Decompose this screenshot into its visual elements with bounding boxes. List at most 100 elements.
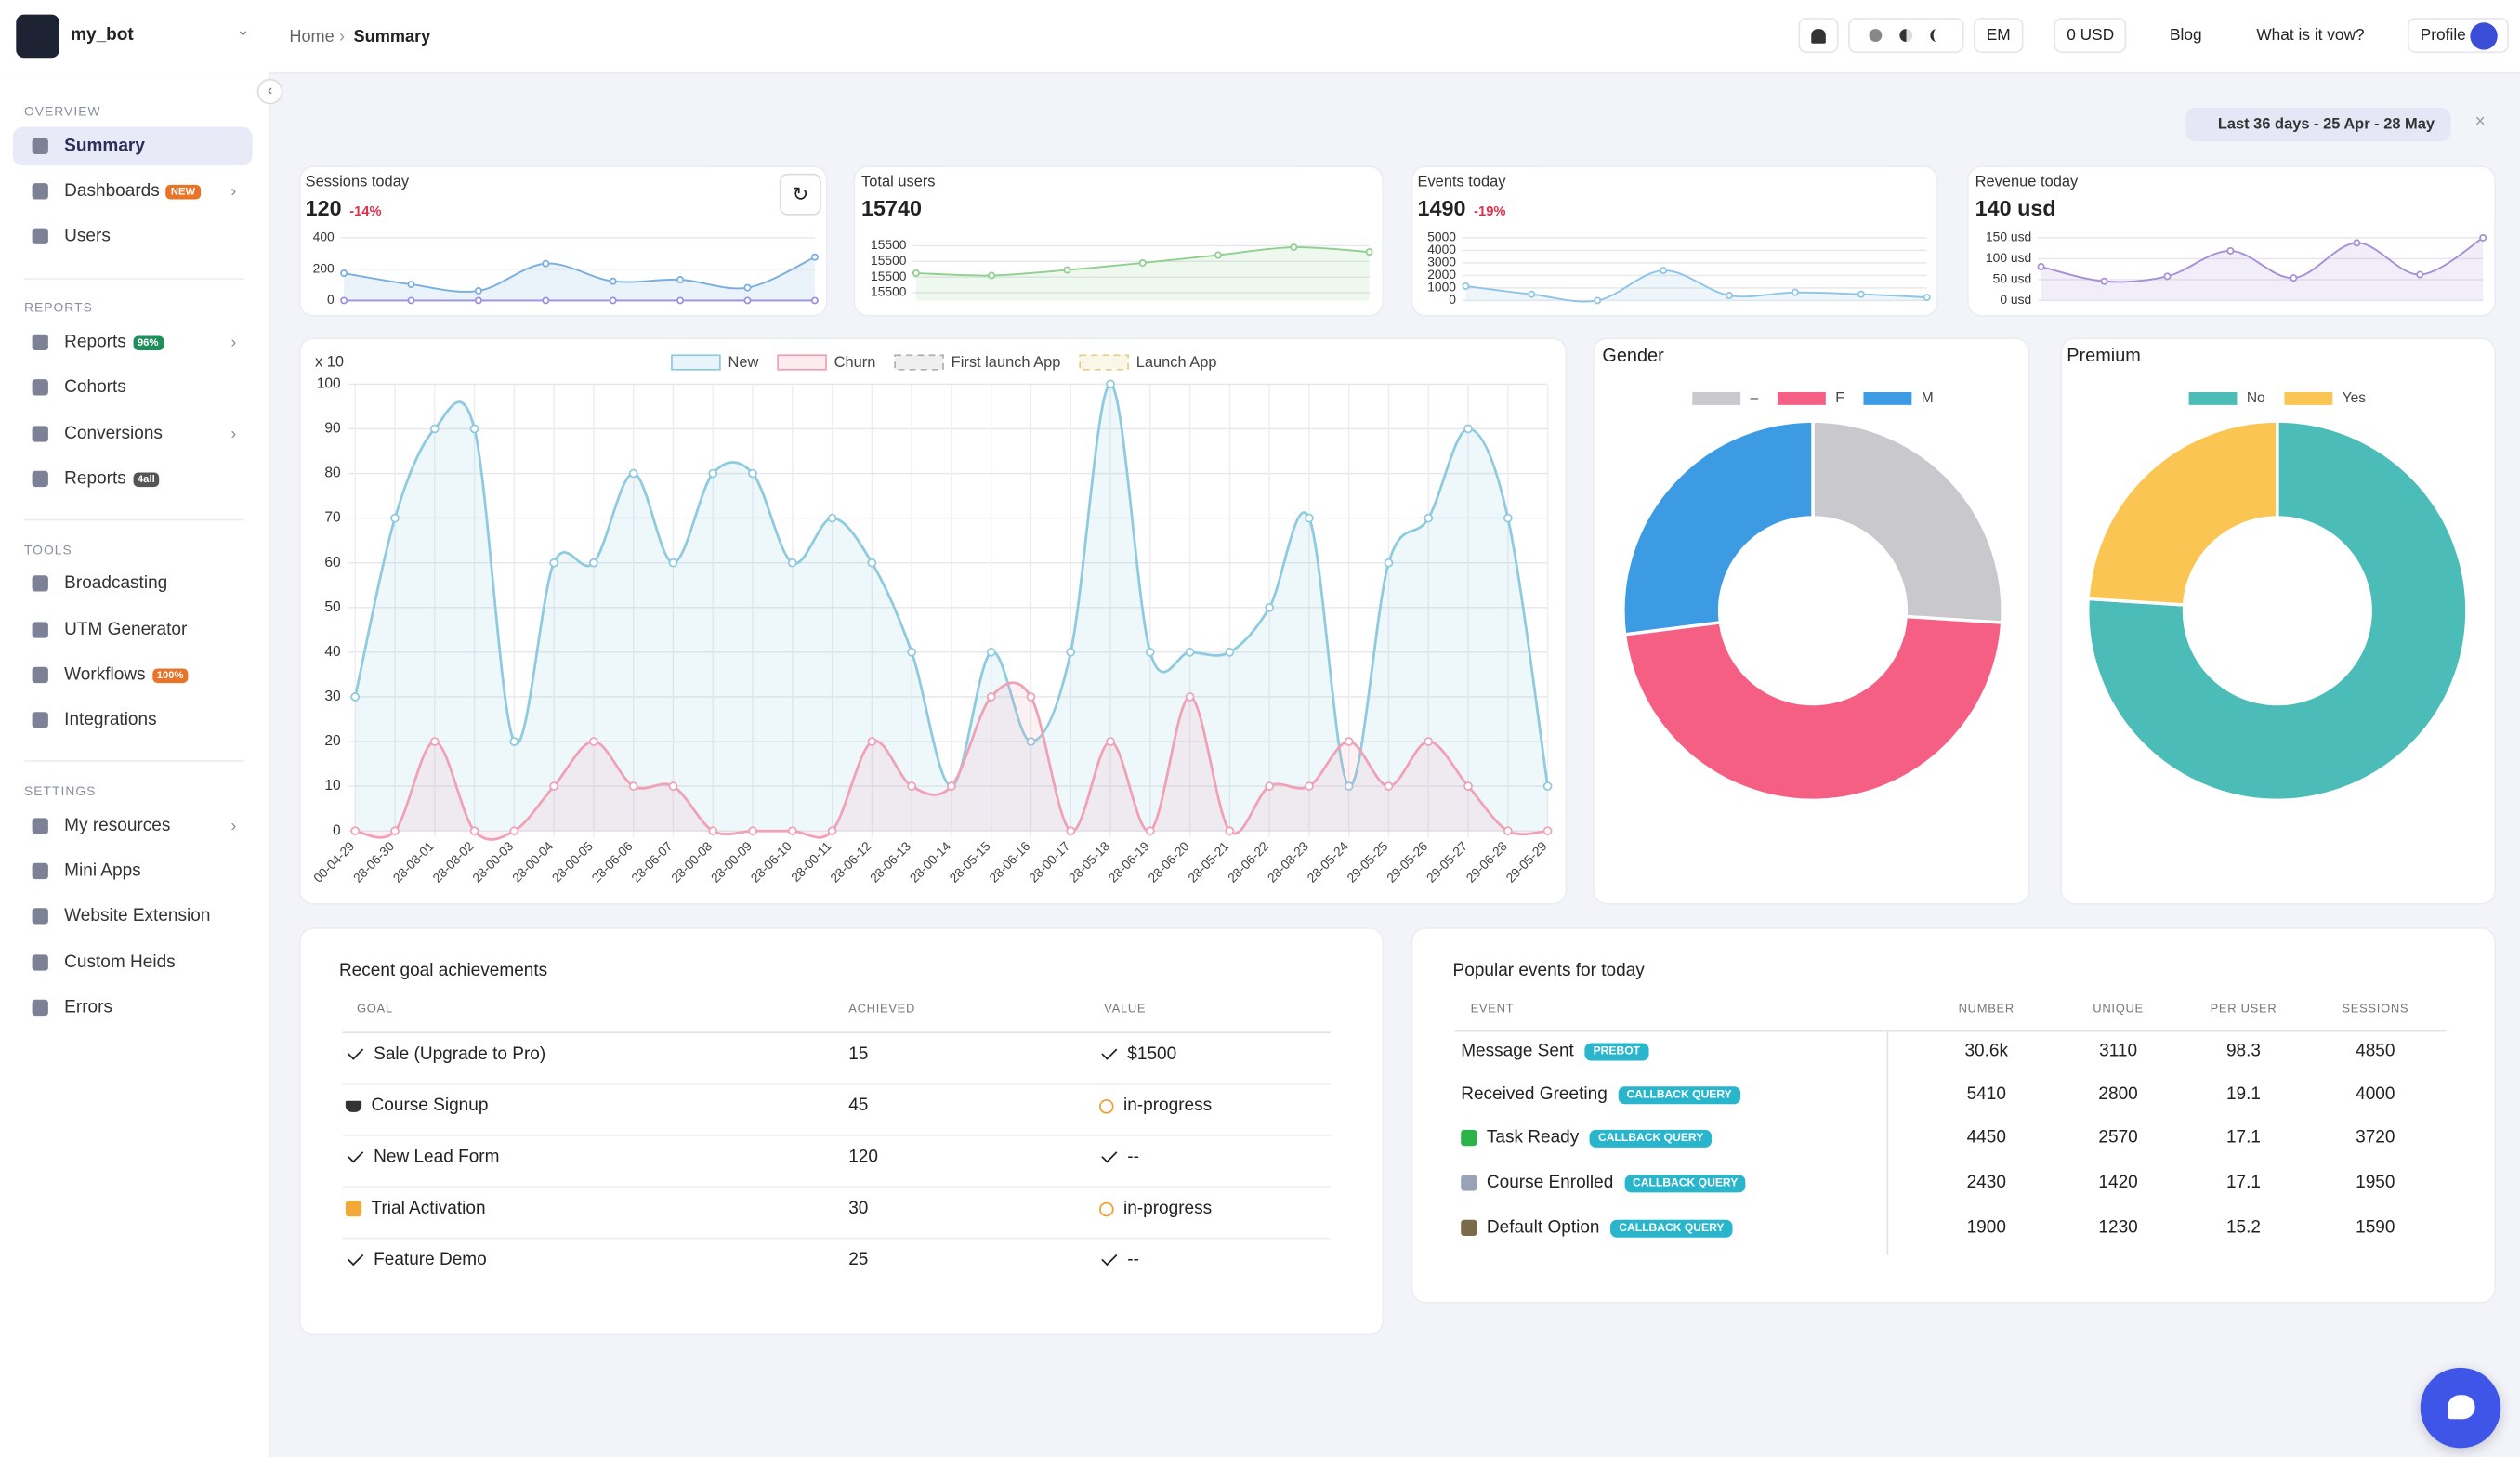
cell: Course Enrolled CALLBACK QUERY: [1461, 1174, 1746, 1192]
point: [1791, 288, 1799, 296]
area: [355, 682, 1548, 840]
breadcrumb-home[interactable]: Home: [289, 27, 335, 47]
point: [1726, 292, 1734, 300]
y-tick-label: 4000: [1427, 242, 1456, 256]
nav-item[interactable]: Reports 96% ›: [13, 323, 253, 362]
x-tick-label: 29-05-29: [1503, 838, 1550, 886]
nav-item[interactable]: Conversions ›: [13, 414, 253, 453]
badge: 4all: [132, 471, 160, 487]
point: [1214, 251, 1223, 259]
point: [748, 468, 757, 479]
collapse-button[interactable]: ‹: [256, 78, 283, 105]
x-tick-label: 00-04-29: [310, 838, 358, 886]
whats-new-link[interactable]: What is it vow?: [2243, 18, 2378, 54]
nav-item[interactable]: Users: [13, 217, 253, 256]
nav-item[interactable]: Summary: [12, 126, 253, 166]
point: [986, 648, 996, 657]
legend-label: F: [1835, 390, 1844, 406]
cell: 30: [848, 1199, 869, 1219]
breadcrumb-separator: ›: [338, 27, 345, 47]
line: [1465, 269, 1927, 303]
point: [907, 781, 916, 791]
cell: 1590: [2356, 1218, 2395, 1238]
cell: Default Option CALLBACK QUERY: [1461, 1218, 1733, 1238]
point: [628, 468, 638, 479]
nav-item[interactable]: Mini Apps: [13, 852, 253, 891]
nav-label: Workflows: [64, 665, 146, 685]
badge: NEW: [165, 184, 201, 199]
nav-item[interactable]: My resources ›: [13, 807, 253, 846]
kpi-value: 1490 -19%: [1418, 196, 1506, 220]
point: [509, 826, 519, 836]
cell: 1950: [2356, 1173, 2395, 1193]
point: [668, 558, 678, 568]
point: [1026, 737, 1036, 746]
cell: 1230: [2098, 1218, 2138, 1238]
refresh-button[interactable]: ↻: [779, 173, 821, 216]
nav-item[interactable]: Cohorts: [13, 368, 253, 407]
logo[interactable]: [16, 14, 59, 59]
point: [787, 558, 797, 568]
point: [867, 737, 877, 746]
chat-button[interactable]: [2420, 1367, 2501, 1449]
point: [1185, 692, 1195, 702]
nav-item[interactable]: Website Extension: [13, 897, 253, 936]
cell: Feature Demo: [346, 1250, 487, 1269]
cell: 2430: [1966, 1173, 2006, 1193]
cell: 3720: [2356, 1128, 2395, 1148]
y-tick-label: 100 usd: [1986, 250, 2031, 265]
cell: 45: [848, 1096, 869, 1116]
column-header: NUMBER: [1958, 1001, 2015, 1017]
kpi-number: 120: [305, 196, 342, 220]
cell: 2800: [2098, 1084, 2138, 1105]
nav-item[interactable]: Errors: [13, 989, 253, 1028]
point: [708, 468, 718, 479]
x-tick-label: 28-05-15: [946, 838, 993, 886]
point: [1594, 296, 1602, 305]
y-tick-label: 15500: [871, 269, 907, 283]
cell: Received Greeting CALLBACK QUERY: [1461, 1084, 1740, 1104]
notifications-button[interactable]: [1798, 18, 1839, 54]
area: [355, 384, 1548, 832]
nav-item[interactable]: Integrations: [13, 701, 253, 740]
y-tick-label: 0: [1449, 292, 1456, 307]
cell: --: [1099, 1250, 1139, 1269]
cell: 4850: [2356, 1041, 2395, 1061]
nav-item[interactable]: Broadcasting: [13, 564, 253, 603]
slice: [2086, 419, 2279, 607]
nav-item[interactable]: Dashboards NEW ›: [13, 172, 253, 211]
point: [1463, 781, 1473, 791]
y-tick-label: 90: [324, 421, 341, 437]
cell: --: [1099, 1147, 1139, 1167]
avatar[interactable]: [2470, 22, 2498, 50]
legend-swatch: [2188, 392, 2238, 405]
cell: 3110: [2099, 1041, 2138, 1061]
nav-item[interactable]: UTM Generator: [13, 610, 253, 650]
theme-switch[interactable]: [1848, 18, 1964, 54]
clear-date[interactable]: ×: [2474, 112, 2486, 132]
bot-name[interactable]: my_bot: [71, 25, 134, 46]
point: [1145, 826, 1155, 836]
legend-label: Churn: [834, 354, 876, 371]
legend-swatch: [1079, 354, 1129, 371]
point: [1528, 290, 1536, 298]
events-card: [1412, 928, 2495, 1302]
column-header: EVENT: [1470, 1001, 1515, 1017]
x-tick-label: 28-05-24: [1304, 838, 1351, 886]
nav-item[interactable]: Workflows 100%: [13, 656, 253, 695]
point: [549, 558, 558, 568]
cell: 120: [848, 1147, 878, 1167]
language-button[interactable]: EM: [1973, 18, 2024, 54]
nav-item[interactable]: Custom Heids: [13, 943, 253, 982]
nav-label: Mini Apps: [64, 861, 141, 881]
balance-button[interactable]: 0 USD: [2054, 18, 2128, 54]
cell: Trial Activation: [345, 1199, 486, 1218]
nav-label: Reports: [64, 469, 126, 489]
cell: 15.2: [2225, 1218, 2262, 1238]
x-tick-label: 28-05-18: [1066, 838, 1113, 886]
blog-link[interactable]: Blog: [2157, 18, 2215, 54]
nav-item[interactable]: Reports 4all: [13, 460, 253, 499]
x-tick-label: 28-05-21: [1185, 838, 1232, 886]
kpi-title: Total users: [861, 173, 936, 191]
date-range[interactable]: Last 36 days - 25 Apr - 28 May: [2185, 107, 2451, 142]
